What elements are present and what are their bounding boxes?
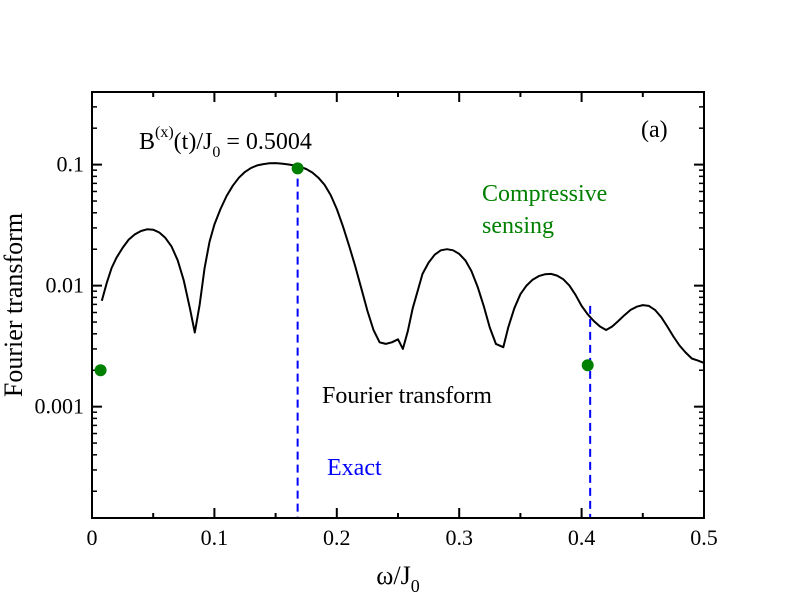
x-tick-label: 0 — [87, 525, 98, 550]
x-tick-label: 0.3 — [445, 525, 473, 550]
x-axis-title: ω/J0 — [376, 561, 419, 596]
compressive-sensing-point — [581, 359, 594, 372]
compressive-sensing-points — [94, 162, 594, 377]
field-annotation: B(x)(t)/J0 = 0.5004 — [139, 124, 312, 161]
fourier-transform-label: Fourier transform — [322, 383, 492, 409]
axis-tick-labels: 0 0.1 0.2 0.3 0.4 0.5 0.001 0.01 0.1 — [35, 152, 718, 550]
axis-ticks — [91, 92, 705, 518]
compressive-sensing-label-line2: sensing — [482, 213, 554, 239]
panel-label: (a) — [641, 117, 668, 143]
x-tick-label: 0.1 — [201, 525, 229, 550]
compressive-sensing-label-line1: Compressive — [482, 181, 607, 207]
exact-label: Exact — [327, 455, 382, 481]
x-tick-label: 0.2 — [323, 525, 351, 550]
y-tick-label: 0.1 — [57, 152, 85, 177]
x-tick-label: 0.4 — [568, 525, 596, 550]
y-axis-title: Fourier transform — [0, 213, 28, 397]
plot-area — [94, 162, 704, 518]
x-tick-label: 0.5 — [690, 525, 718, 550]
exact-lines — [296, 165, 592, 518]
compressive-sensing-point — [94, 364, 107, 377]
fourier-transform-line — [100, 162, 704, 364]
plot-frame — [91, 91, 705, 519]
y-tick-label: 0.001 — [35, 394, 85, 419]
y-tick-label: 0.01 — [46, 273, 85, 298]
compressive-sensing-point — [291, 162, 304, 175]
